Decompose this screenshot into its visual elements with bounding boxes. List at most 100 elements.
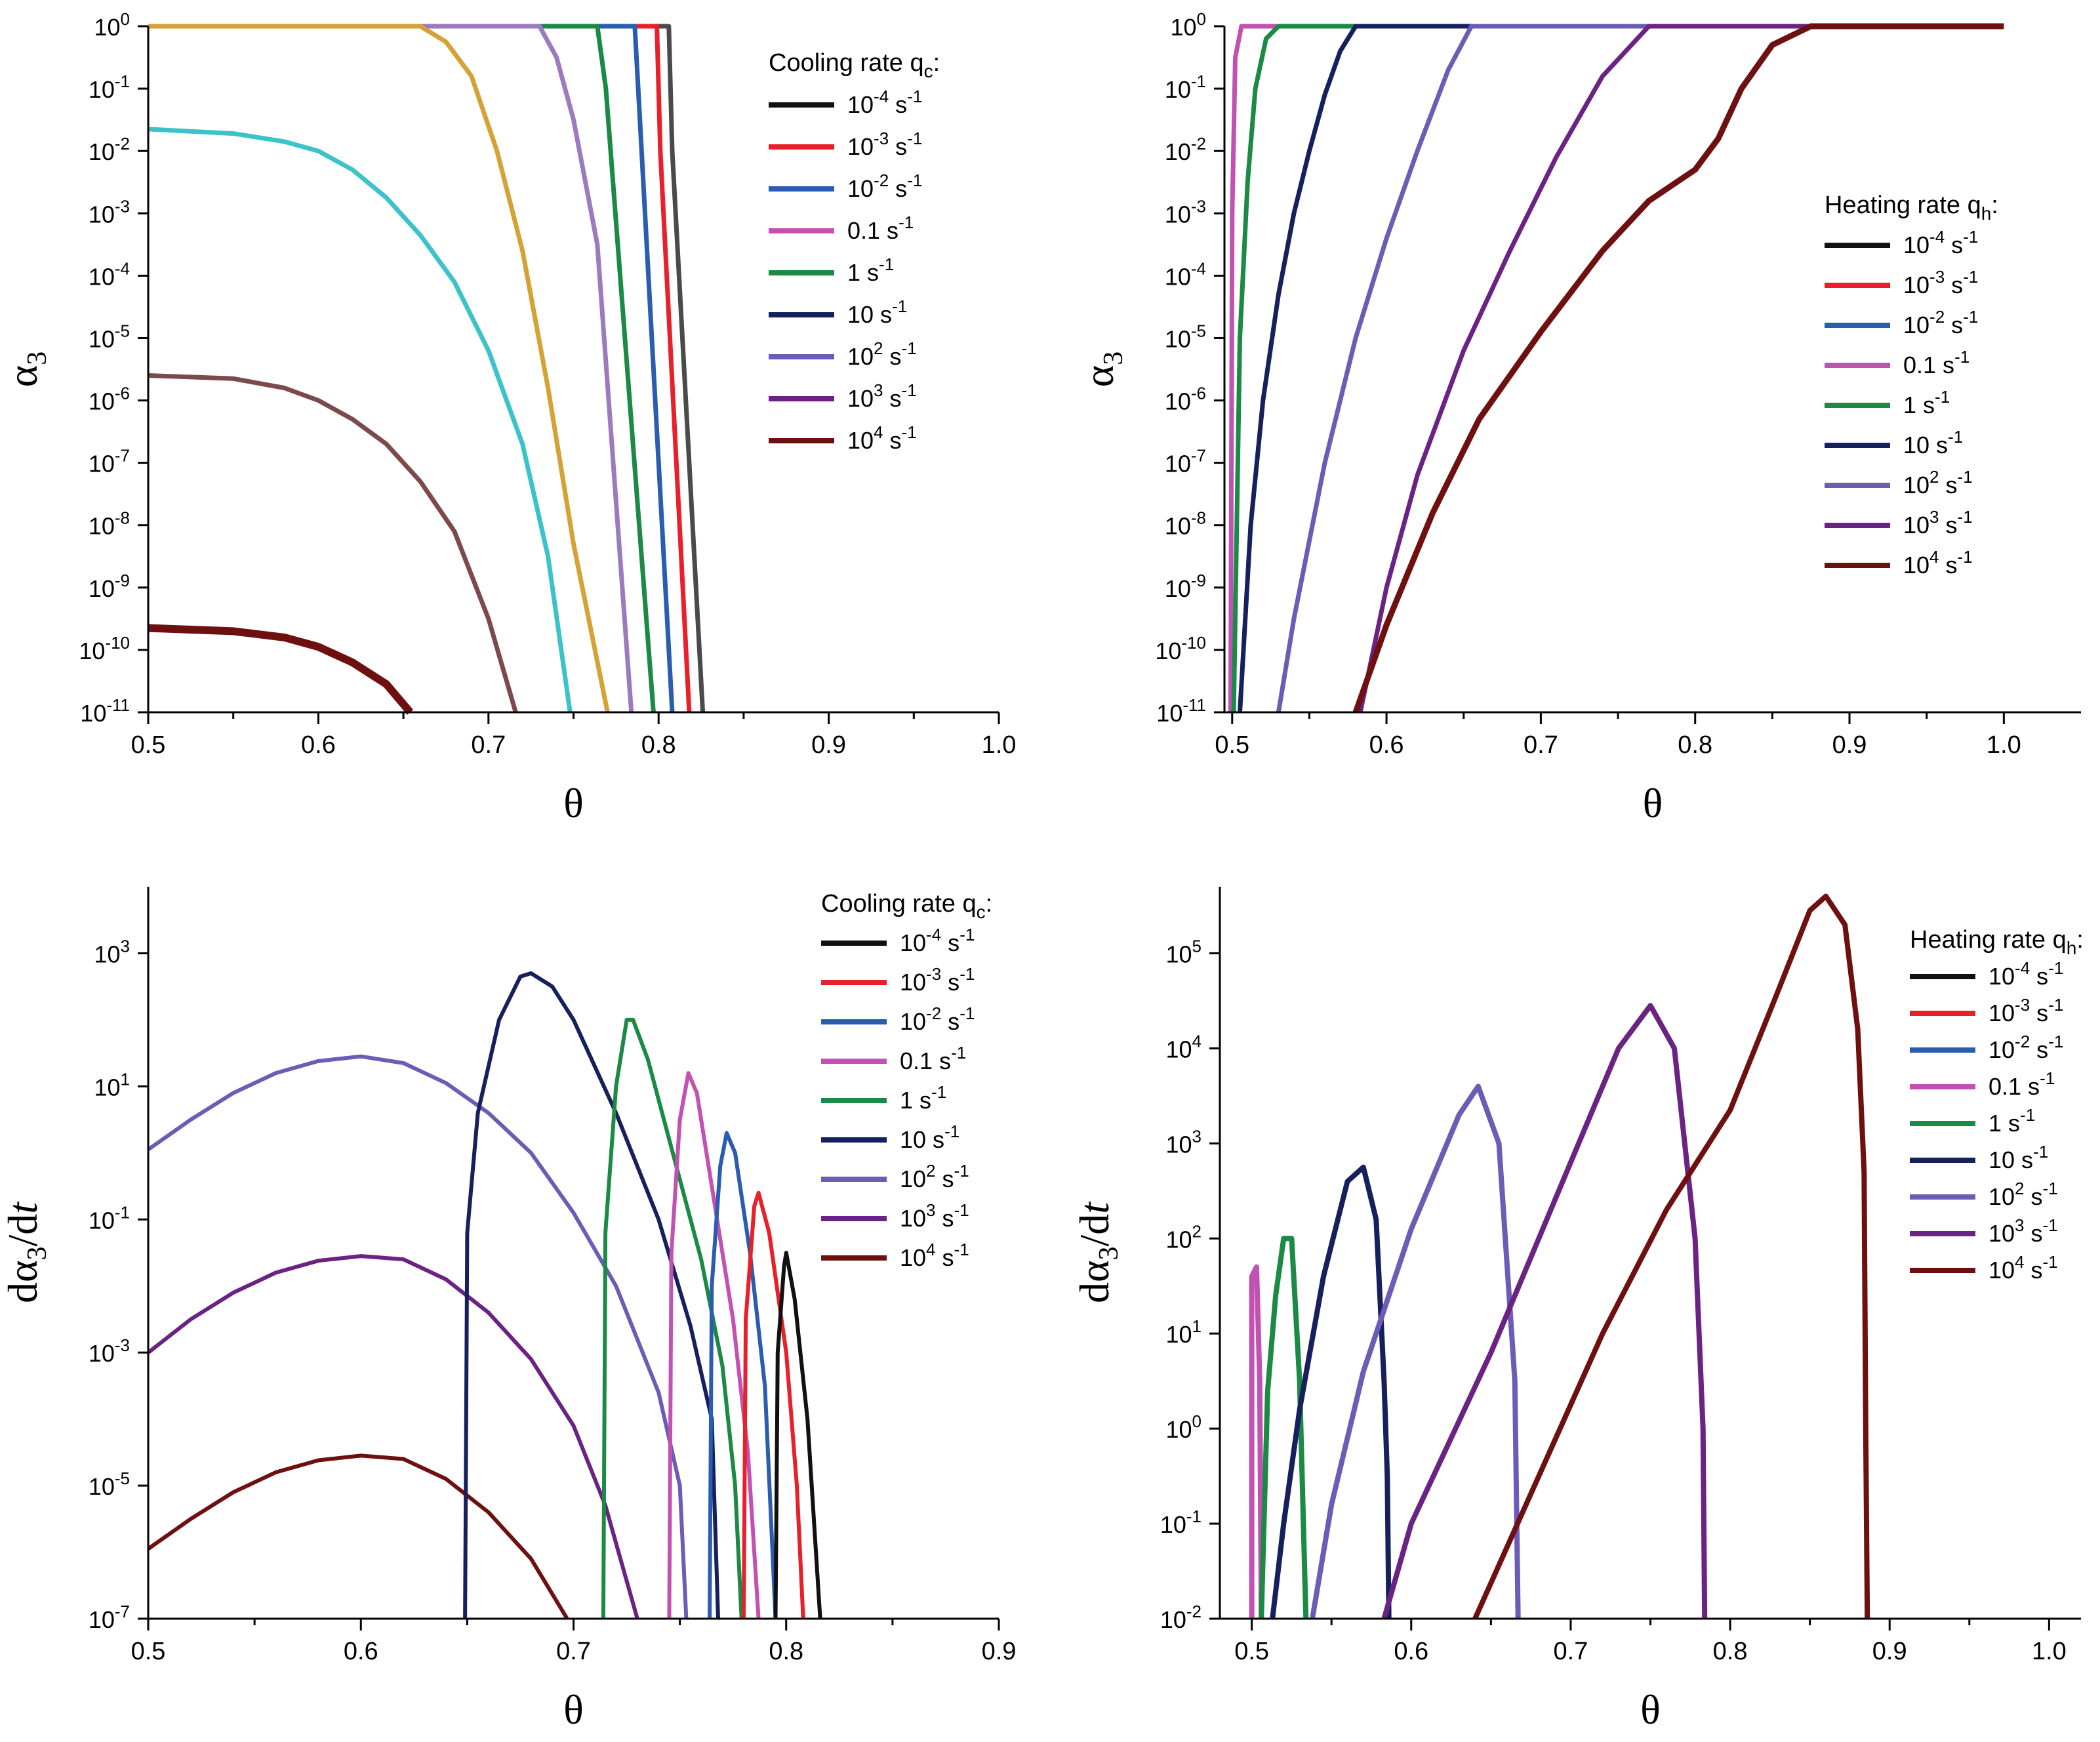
chart-panel-bottom-right: 0.5 0.6 0.7 0.8 0.9 1.0 105 104 103 102 101 100 10-1… — [1071, 887, 2084, 1733]
x-tick-label: 0.8 — [1678, 731, 1712, 759]
legend-label: 10-4 s-1 — [847, 87, 922, 118]
legend-title: Heating rate qh: — [1825, 192, 1998, 224]
series-line-lilac — [148, 24, 634, 713]
y-tick-label: 10-7 — [1165, 446, 1206, 477]
legend-label: 10-4 s-1 — [1903, 227, 1978, 258]
legend-title: Cooling rate qc: — [821, 890, 992, 922]
series-line-1e-4 — [773, 1251, 822, 1619]
x-tick-label: 1.0 — [1987, 731, 2021, 759]
x-tick-label: 0.9 — [1832, 731, 1867, 759]
legend-label: 1 s-1 — [847, 254, 894, 286]
legend-label: 10-2 s-1 — [1903, 307, 1978, 338]
y-tick-label: 104 — [1165, 1031, 1201, 1063]
legend-label: 1 s-1 — [1903, 387, 1950, 418]
x-tick-label: 0.6 — [1394, 1638, 1428, 1665]
series-line-0.1 — [1249, 1264, 1264, 1619]
x-axis-label: θ — [563, 780, 584, 826]
series-line-10 — [463, 971, 720, 1619]
legend-title: Cooling rate qc: — [769, 49, 940, 81]
x-axis-label: θ — [1640, 1686, 1661, 1733]
y-tick-label: 10-5 — [89, 321, 130, 352]
series-line-1e2 — [1276, 24, 2004, 713]
y-tick-label: 10-10 — [79, 633, 130, 664]
x-tick-label: 1.0 — [982, 731, 1017, 759]
y-tick-label: 10-10 — [1155, 633, 1206, 664]
y-axis-label: dα3/dt — [0, 1201, 52, 1303]
legend-label: 10-4 s-1 — [900, 925, 975, 956]
legend: Heating rate qh:10-4 s-1 10-3 s-1 10-2 s-1… — [1825, 192, 1998, 578]
y-tick-label: 101 — [1165, 1316, 1201, 1348]
legend-label: 10-3 s-1 — [847, 129, 922, 160]
legend-label: 103 s-1 — [1903, 507, 1973, 538]
series-line-1e-3 — [741, 1190, 805, 1619]
series-line-10 — [1238, 24, 2004, 713]
legend: Cooling rate qc:10-4 s-1 10-3 s-1 10-2 s-1… — [821, 890, 992, 1271]
x-tick-label: 0.9 — [1872, 1638, 1907, 1665]
y-tick-label: 10-1 — [89, 1202, 130, 1234]
series-group — [148, 24, 706, 715]
legend-title: Heating rate qh: — [1910, 926, 2084, 958]
legend: Heating rate qh:10-4 s-1 10-3 s-1 10-2 s-1… — [1910, 926, 2084, 1284]
legend-label: 103 s-1 — [1989, 1215, 2058, 1247]
y-tick-label: 10-1 — [1165, 71, 1206, 103]
series-line-1e3 — [1358, 24, 2004, 713]
y-tick-label: 100 — [1165, 1411, 1201, 1443]
series-group — [1249, 893, 1870, 1620]
y-tick-label: 10-1 — [89, 71, 130, 103]
legend-label: 0.1 s-1 — [847, 213, 914, 244]
x-tick-label: 0.6 — [301, 731, 336, 759]
y-tick-label: 10-3 — [89, 196, 130, 228]
series-group — [147, 971, 822, 1620]
x-axis-label: θ — [563, 1686, 584, 1733]
legend-label: 10-2 s-1 — [1989, 1032, 2063, 1063]
legend-label: 10-4 s-1 — [1989, 958, 2063, 990]
series-line-brown — [148, 373, 518, 713]
legend-label: 103 s-1 — [900, 1200, 969, 1232]
legend-label: 103 s-1 — [847, 380, 917, 412]
x-tick-label: 0.8 — [641, 731, 676, 759]
x-axis-label: θ — [1643, 780, 1663, 826]
y-tick-label: 10-11 — [80, 695, 130, 727]
y-tick-label: 10-11 — [1156, 695, 1206, 727]
legend-label: 10 s-1 — [900, 1122, 959, 1153]
legend-label: 10 s-1 — [1903, 427, 1963, 458]
series-line-gray — [148, 24, 706, 713]
x-tick-label: 0.7 — [556, 1638, 591, 1665]
y-tick-label: 10-6 — [1165, 384, 1206, 415]
series-line-1e-2 — [148, 24, 675, 713]
legend-label: 10 s-1 — [847, 296, 907, 328]
x-tick-label: 0.5 — [1234, 1638, 1269, 1665]
y-tick-label: 10-6 — [89, 384, 130, 415]
y-axis-label: dα3/dt — [1071, 1201, 1124, 1303]
legend-label: 1 s-1 — [900, 1082, 946, 1114]
legend-label: 10-2 s-1 — [900, 1003, 975, 1035]
legend-label: 0.1 s-1 — [1989, 1068, 2055, 1100]
series-line-1 — [1259, 1236, 1309, 1619]
y-tick-label: 100 — [1170, 9, 1206, 41]
x-tick-label: 0.5 — [131, 731, 166, 759]
x-tick-label: 0.7 — [471, 731, 506, 759]
legend-label: 10 s-1 — [1989, 1142, 2048, 1173]
y-tick-label: 10-2 — [1160, 1602, 1201, 1633]
series-line-1e4 — [1472, 893, 1870, 1620]
legend-label: 104 s-1 — [1903, 547, 1973, 578]
legend-label: 102 s-1 — [900, 1161, 969, 1192]
y-tick-label: 10-1 — [1160, 1507, 1201, 1538]
legend-label: 10-3 s-1 — [1989, 995, 2063, 1026]
y-tick-label: 10-9 — [89, 571, 130, 602]
x-tick-label: 0.6 — [1369, 731, 1404, 759]
x-tick-label: 0.9 — [982, 1638, 1017, 1665]
y-tick-label: 10-5 — [89, 1469, 130, 1500]
legend-label: 104 s-1 — [847, 422, 917, 454]
legend-label: 0.1 s-1 — [1903, 347, 1969, 378]
series-line-10 — [1270, 1164, 1392, 1619]
legend-label: 102 s-1 — [1903, 467, 1973, 498]
y-tick-label: 10-7 — [89, 1602, 130, 1633]
y-axis-label: α3 — [0, 352, 52, 388]
series-line-1e3 — [1381, 1003, 1708, 1620]
series-group — [1228, 23, 2004, 714]
y-tick-label: 10-4 — [1165, 258, 1206, 290]
y-tick-label: 105 — [1165, 936, 1201, 967]
legend-label: 104 s-1 — [1989, 1252, 2058, 1284]
